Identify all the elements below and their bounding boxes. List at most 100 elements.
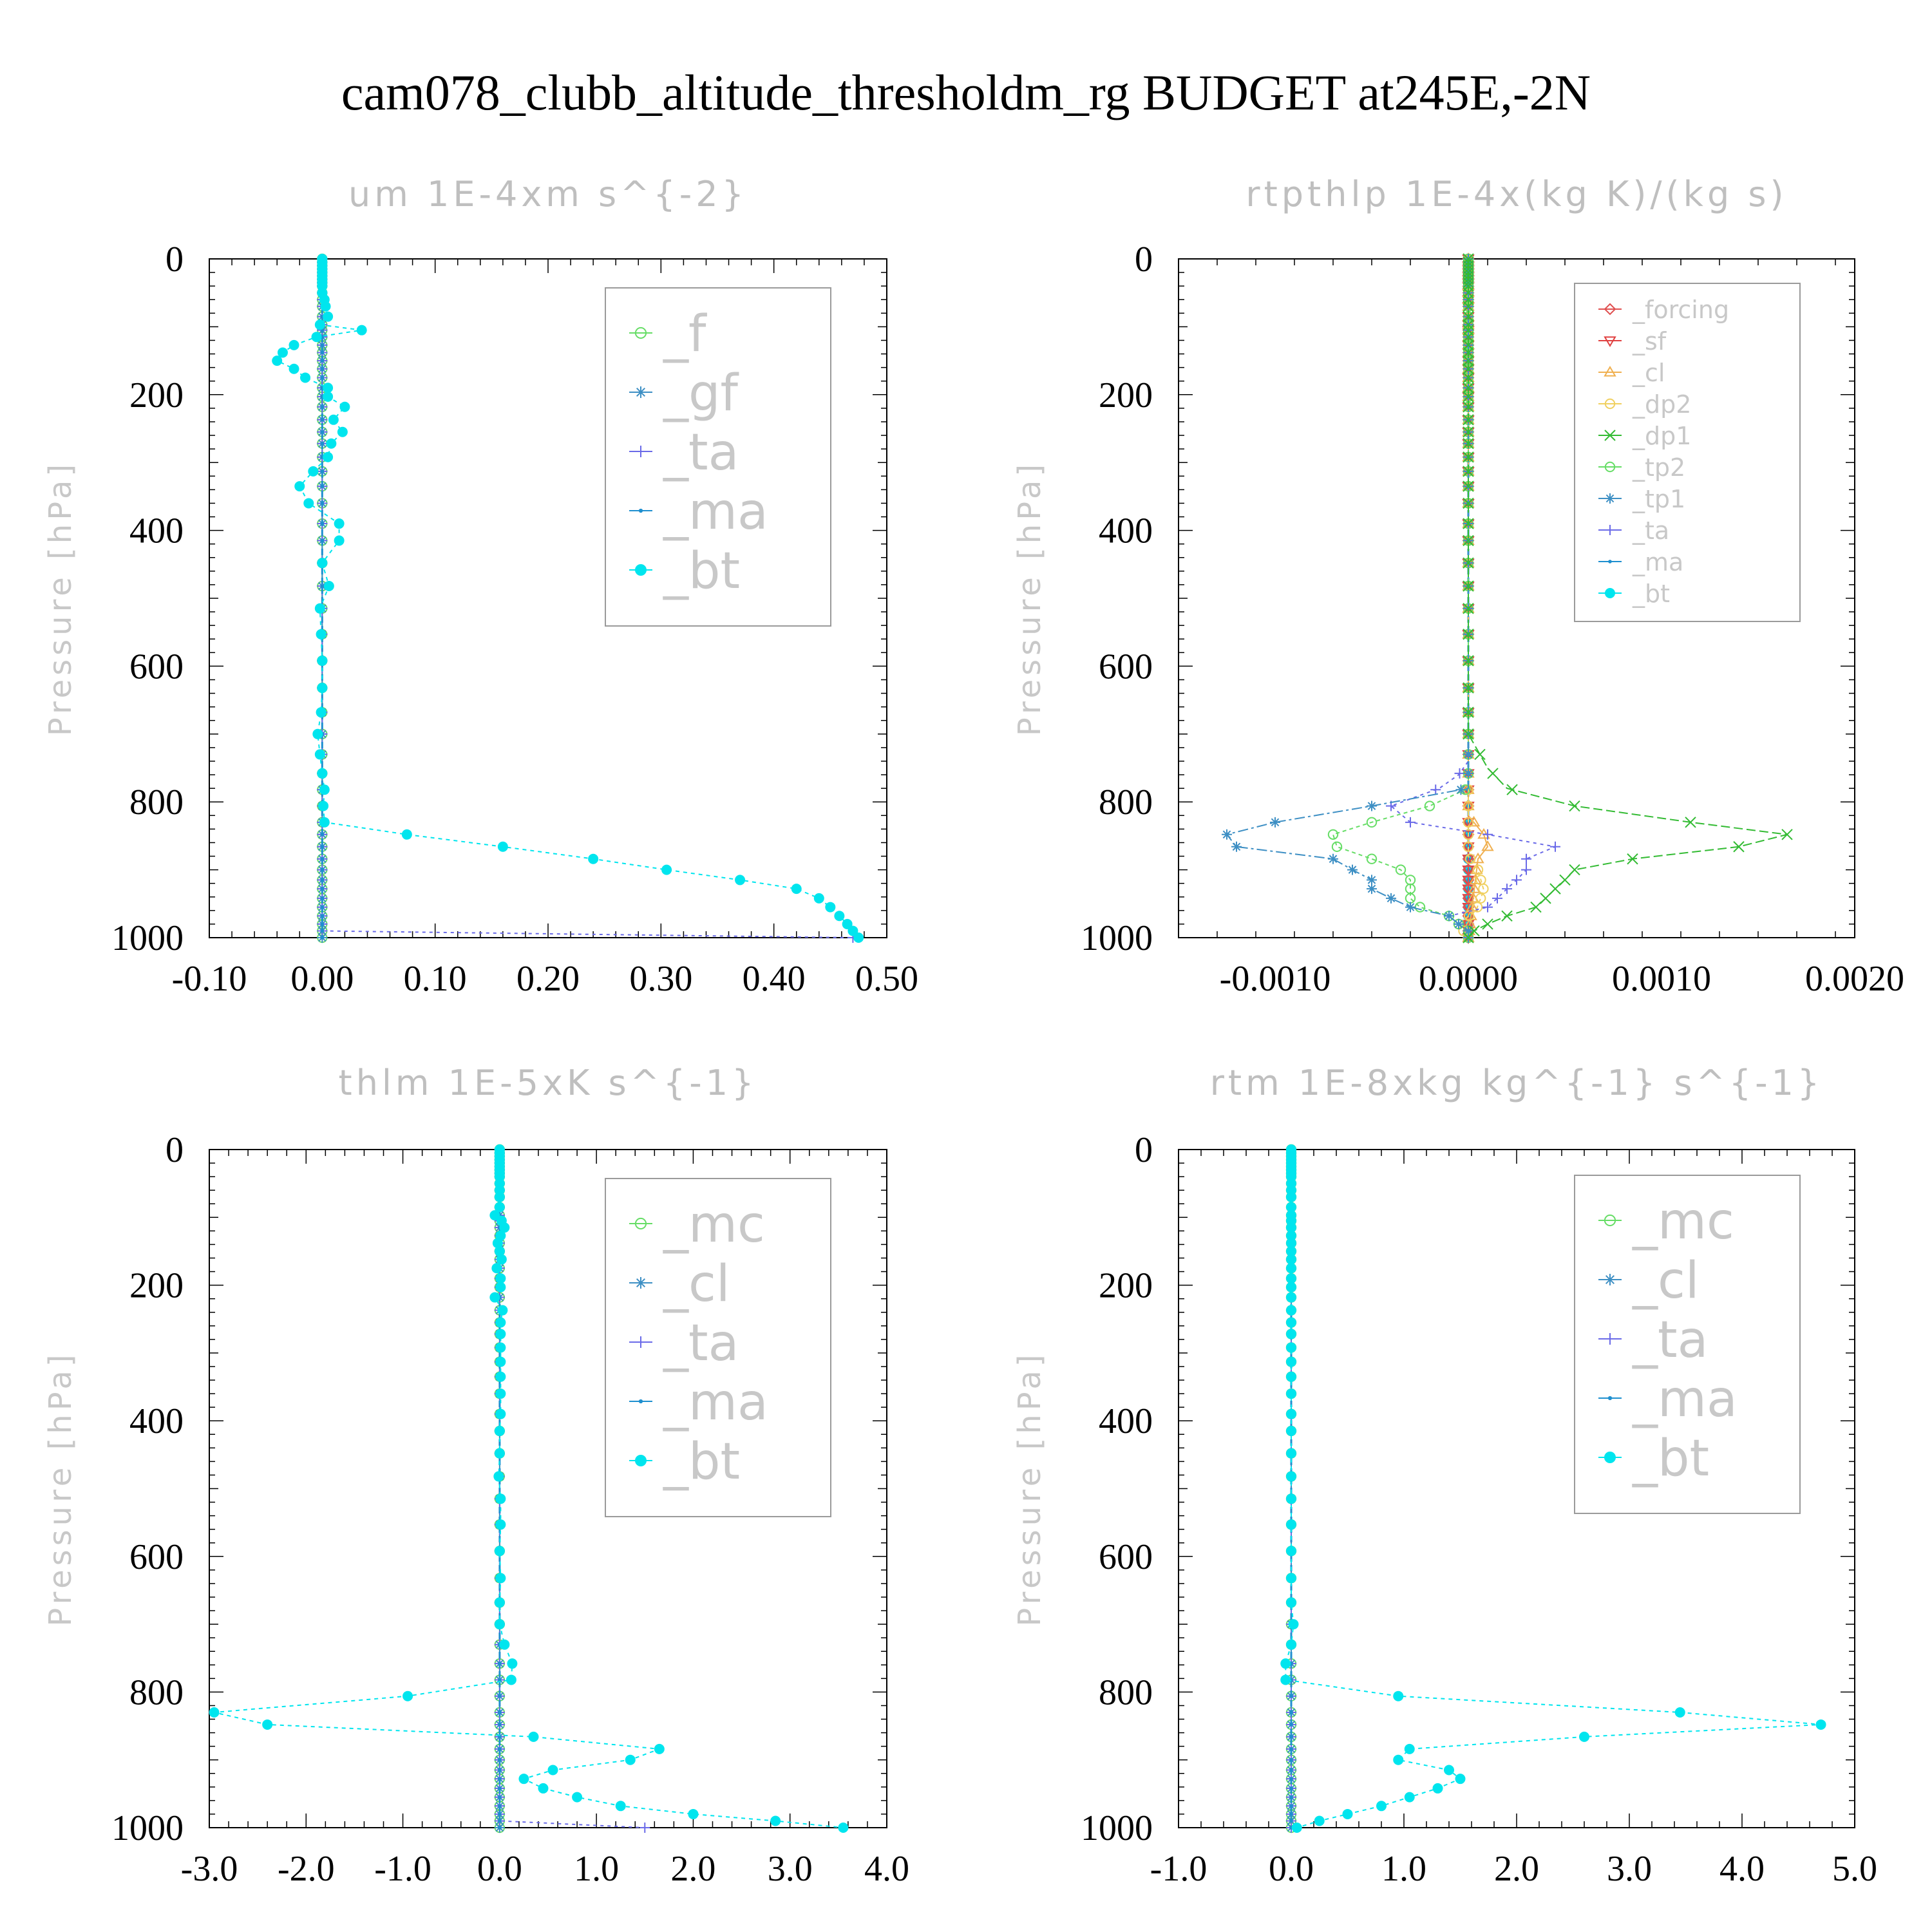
- series-point-bt: [318, 800, 329, 811]
- series-point-dp2: [1463, 829, 1474, 840]
- series-point-ma: [1289, 1735, 1293, 1739]
- series-point-ma: [498, 1747, 502, 1751]
- series-point-bt: [495, 1273, 506, 1284]
- series-point-bt: [493, 1471, 504, 1482]
- legend-box: [1574, 283, 1801, 622]
- legend-label: _tp2: [1632, 453, 1685, 482]
- series-point-ma: [320, 484, 325, 488]
- series-group: [209, 1144, 849, 1833]
- x-tick-label: -3.0: [181, 1849, 238, 1889]
- series-point-ma: [320, 914, 325, 918]
- series-point-bt: [323, 581, 334, 592]
- series-point-bt: [314, 319, 325, 330]
- series-point-bt: [495, 1342, 506, 1353]
- series-point-bt: [492, 1238, 503, 1249]
- series-point-ma: [498, 1678, 502, 1682]
- y-tick-label: 0: [1135, 1130, 1153, 1170]
- x-tick-label: 4.0: [864, 1849, 909, 1889]
- series-point-ma: [1289, 1777, 1293, 1781]
- y-tick-label: 400: [129, 1401, 184, 1441]
- series-point-dp1: [1463, 932, 1474, 943]
- series-point-bt: [834, 911, 845, 922]
- series-point-ma: [1289, 1795, 1293, 1799]
- x-tick-label: 1.0: [1381, 1849, 1426, 1889]
- series-point-bt: [1286, 1519, 1296, 1530]
- series-point-ma: [320, 844, 325, 849]
- series-point-tp1: [1367, 800, 1377, 811]
- series-point-dp1: [1463, 310, 1474, 323]
- series-point-bt: [317, 768, 328, 779]
- series-point-tp1: [1463, 925, 1473, 936]
- series-point-dp1: [1463, 331, 1474, 343]
- series-point-bt: [1286, 1329, 1296, 1340]
- series-point-bt: [272, 355, 283, 366]
- series-point-bt: [277, 347, 288, 358]
- series-point-dp1: [1463, 629, 1474, 640]
- legend-label: _ta: [1632, 1311, 1708, 1369]
- series-point-ma: [320, 878, 325, 882]
- legend-label: _forcing: [1632, 296, 1729, 324]
- series-point-bt: [1286, 1292, 1296, 1303]
- legend-marker: [1605, 588, 1615, 598]
- series-point-ma: [1289, 1747, 1293, 1751]
- series-point-tp2: [1424, 800, 1435, 811]
- series-point-bt: [1286, 1356, 1296, 1367]
- series-point-bt: [1444, 1765, 1454, 1776]
- series-point-bt: [495, 1356, 506, 1367]
- y-tick-label: 800: [1099, 1672, 1153, 1712]
- series-point-bt: [1286, 1263, 1296, 1274]
- series-point-bt: [1286, 1425, 1296, 1436]
- legend-marker: [1608, 560, 1612, 564]
- series-point-ma: [498, 1786, 502, 1790]
- x-tick-label: -0.0010: [1220, 959, 1331, 999]
- series-point-dp1: [1463, 497, 1474, 509]
- series-point-cl: [1481, 840, 1494, 851]
- series-point-bt: [1286, 1305, 1296, 1316]
- legend-label: _bt: [1632, 1430, 1709, 1488]
- series-point-bt: [494, 1546, 505, 1557]
- legend-marker: [1604, 1274, 1616, 1285]
- x-tick-label: -2.0: [278, 1849, 335, 1889]
- series-point-dp1: [1463, 372, 1474, 384]
- series-point-dp1: [1463, 535, 1474, 547]
- series-point-bt: [316, 629, 327, 639]
- series-point-bt: [1342, 1808, 1353, 1819]
- series-group: [1222, 252, 1793, 944]
- series-point-bt: [1393, 1690, 1404, 1701]
- series-point-ma: [498, 1735, 502, 1739]
- series-point-bt: [489, 1292, 500, 1303]
- series-point-forcing: [1462, 873, 1475, 886]
- series-point-bt: [688, 1808, 699, 1819]
- y-tick-label: 0: [166, 1130, 184, 1170]
- legend-marker: [1604, 1333, 1616, 1345]
- series-point-dp1: [1463, 277, 1474, 289]
- series-point-dp1: [1463, 363, 1474, 375]
- chart-panel-1: um 1E-4xm s^{-2} 0 200 400 600 800 1000-0.10 0.…: [43, 174, 918, 999]
- series-point-bt: [1286, 1230, 1296, 1241]
- series-point-ma: [498, 1819, 502, 1823]
- legend: _f_gf_ta_ma_bt: [605, 287, 831, 627]
- series-point-bt: [1286, 1388, 1296, 1399]
- series-point-ma: [498, 1662, 502, 1665]
- x-tick-label: 0.0010: [1612, 959, 1711, 999]
- y-tick-label: 200: [1099, 1266, 1153, 1306]
- legend-label: _ma: [663, 1374, 768, 1432]
- series-point-ma: [1289, 1786, 1293, 1790]
- legend-marker: [635, 1336, 647, 1348]
- series-point-ma: [320, 857, 325, 861]
- y-tick-label: 600: [129, 647, 184, 687]
- series-point-dp1: [1463, 301, 1474, 312]
- series-point-bt: [1280, 1674, 1291, 1685]
- legend: _mc_cl_ta_ma_bt: [605, 1178, 831, 1517]
- series-point-bt: [1286, 1238, 1296, 1249]
- series-point-bt: [339, 401, 350, 412]
- series-point-dp1: [1463, 580, 1474, 592]
- legend: _mc_cl_ta_ma_bt: [1574, 1175, 1801, 1514]
- series-point-bt: [317, 655, 328, 666]
- y-tick-label: 200: [129, 1266, 184, 1306]
- series-point-dp1: [1463, 655, 1474, 667]
- series-point-bt: [323, 391, 334, 402]
- series-point-bt: [1404, 1743, 1415, 1754]
- series-point-tp1: [1405, 902, 1416, 913]
